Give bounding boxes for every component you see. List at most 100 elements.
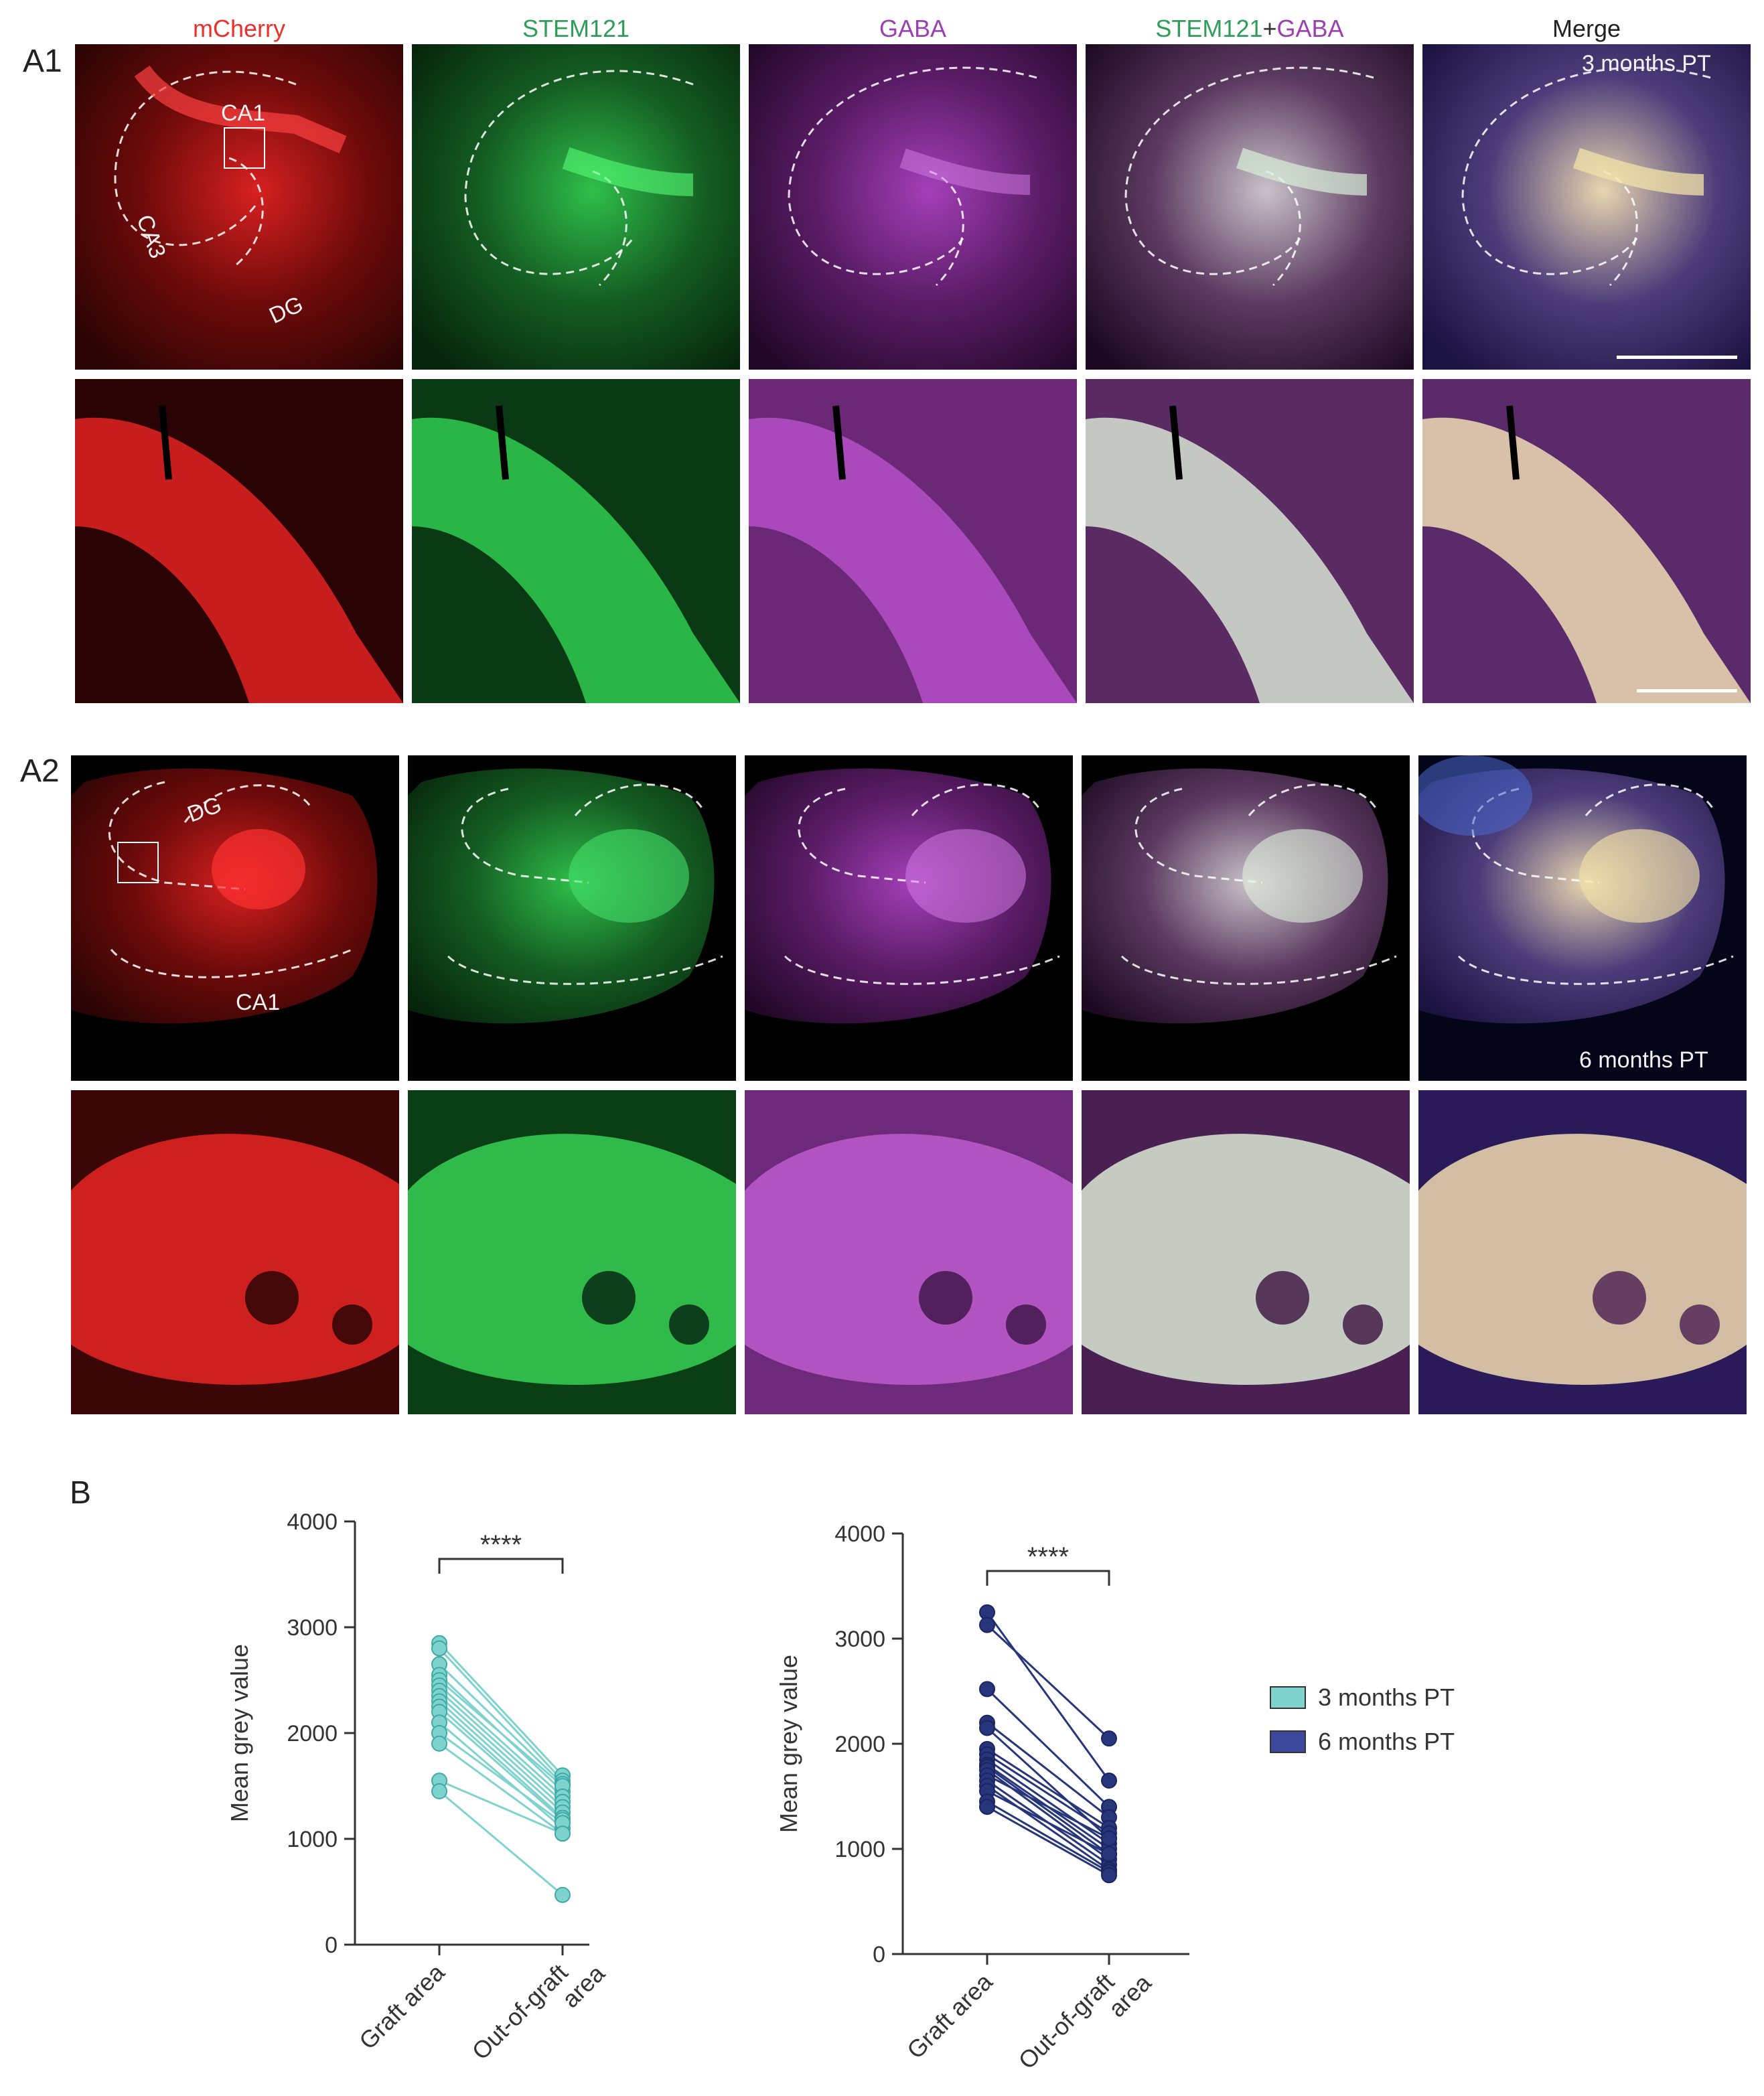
legend-item-3-months: 3 months PT [1270,1683,1455,1712]
chart-3m-point-out-of-graft [555,1886,571,1903]
chart-3m-pair-line [438,1706,564,1819]
chart-3m-pair-line [439,1711,563,1821]
chart-3m-pair-line [438,1642,564,1777]
chart-3m-pair-line [439,1679,563,1787]
chart-3m-pair-line [439,1732,563,1824]
chart-6m-pair-line [986,1766,1110,1856]
chart-3m-pair-line [438,1700,564,1813]
chart-6m-y-tick-label: 3000 [834,1627,885,1652]
legend-label-3-months: 3 months PT [1318,1683,1455,1711]
chart-6m-pair-line [986,1688,1110,1808]
chart-6m-y-tick-label: 2000 [834,1732,885,1757]
micrograph-a2-merge [1418,755,1747,1081]
chart-6m-pair-line [986,1753,1110,1834]
micrograph-a1-stem121-zoom [412,379,740,703]
column-title-merge: Merge [1552,15,1621,42]
micrograph-a1-merge [1422,44,1751,370]
chart-6m-pair-line [986,1722,1110,1819]
chart-6m-y-tick-label: 1000 [834,1837,885,1862]
micrograph-a1-mcherry-zoom [75,379,403,703]
micrograph-a2-stem121-zoom [408,1090,736,1414]
chart-6m-pair-line [986,1611,1110,1781]
chart-6m-significance-label: **** [1027,1542,1069,1572]
micrograph-a1-gaba-zoom [749,379,1077,703]
chart-3m-y-tick-label: 3000 [287,1615,338,1641]
column-title-stem121-part: STEM121 [1155,15,1263,42]
chart-3m-x-category-label: Out-of-graftarea [467,1940,611,2084]
chart-3m-point-graft [431,1640,447,1657]
legend-label-6-months: 6 months PT [1318,1728,1455,1755]
row-label-a2: A2 [20,753,60,789]
chart-6m-point-graft [979,1681,995,1698]
chart-3m-pair-line [439,1779,563,1835]
chart-6m-pair-line [986,1748,1110,1829]
micrograph-a2-gaba-zoom [745,1090,1073,1414]
column-title-gaba: GABA [879,15,947,42]
chart-6m-significance-bracket [986,1570,1110,1586]
chart-6m-x-category-label: Out-of-graftarea [1013,1949,1157,2093]
chart-6m-pair-line [986,1758,1110,1845]
chart-3m-pair-line [438,1647,564,1782]
chart-3m-x-category-line: area [557,1959,611,2013]
chart-6m-y-label: Mean grey value [775,1655,802,1833]
chart-3m-pair-line [439,1722,563,1829]
chart-3m-point-out-of-graft [555,1825,571,1842]
legend-item-6-months: 6 months PT [1270,1728,1455,1756]
chart-6m-x-category-label: Graft area [901,1967,998,2064]
micrograph-a1-mcherry [75,44,403,370]
chart-6m-point-out-of-graft [1101,1730,1117,1747]
chart-6m-x-category-line: Graft area [901,1967,998,2064]
region-label-ca1: CA1 [221,100,266,126]
chart-3m-significance-bracket [438,1558,564,1574]
chart-6m-pair-line [986,1801,1110,1873]
chart-6m-point-graft [979,1617,995,1633]
chart-3m-x-category-label: Graft area [354,1958,450,2054]
chart-3m-pair-line [439,1790,563,1896]
micrograph-a2-mcherry-zoom [71,1090,399,1414]
chart-6m-y-tick-label: 4000 [834,1521,885,1547]
chart-3m-pair-line [438,1684,564,1797]
timepoint-label-a1: 3 months PT [1582,51,1711,76]
chart-3m-y-tick-label: 0 [325,1933,338,1958]
chart-3m-x-category-line: Out-of-graft [467,1959,573,2065]
chart-3m-pair-line [438,1690,564,1803]
chart-6m-x-category-line: Out-of-graft [1013,1968,1120,2075]
chart-3m-y-tick-label: 4000 [287,1509,338,1535]
chart-3m-pair-line [438,1663,564,1785]
chart-3m-significance-label: **** [480,1530,522,1560]
chart-3m-y-tick-label: 1000 [287,1827,338,1852]
chart-6m-point-out-of-graft [1101,1772,1117,1789]
chart-6m-point-graft [979,1799,995,1815]
micrograph-a1-stem121-gaba-zoom [1086,379,1414,703]
chart-6m-pair-line [986,1785,1110,1871]
micrograph-a2-stem121-gaba [1082,755,1410,1081]
column-title-mcherry: mCherry [192,15,285,42]
column-title-gaba-part: GABA [1276,15,1344,42]
legend-swatch-3-months [1270,1686,1306,1709]
micrograph-a1-stem121 [412,44,740,370]
chart-6m-point-out-of-graft [1101,1867,1117,1884]
chart-6m-pair-line [986,1805,1110,1876]
chart-6m-pair-line [986,1790,1110,1856]
column-title-stem121: STEM121 [522,15,630,42]
chart-3m-pair-line [438,1695,564,1808]
chart-6m-point-out-of-graft [1101,1846,1117,1862]
panel-label-b: B [70,1475,92,1511]
micrograph-a2-stem121-gaba-zoom [1082,1090,1410,1414]
chart-6m-x-category-line: area [1103,1968,1157,2022]
chart-6m-point-out-of-graft [1101,1830,1117,1847]
scale-bar-a1-overview [1617,356,1737,359]
chart-3m-y-label: Mean grey value [226,1644,253,1822]
scale-bar-a1-zoom [1637,689,1737,692]
chart-6m-y-tick-label: 0 [873,1942,885,1967]
chart-3m-point-graft [431,1783,447,1799]
chart-6m-pair-line [986,1624,1110,1740]
row-label-a1: A1 [23,44,62,79]
region-label-ca1-a2: CA1 [236,990,281,1015]
column-title-plus: + [1262,15,1277,42]
chart-3m-pair-line [439,1742,563,1835]
micrograph-a2-gaba [745,755,1073,1081]
micrograph-a2-stem121 [408,755,736,1081]
micrograph-a2-mcherry [71,755,399,1081]
